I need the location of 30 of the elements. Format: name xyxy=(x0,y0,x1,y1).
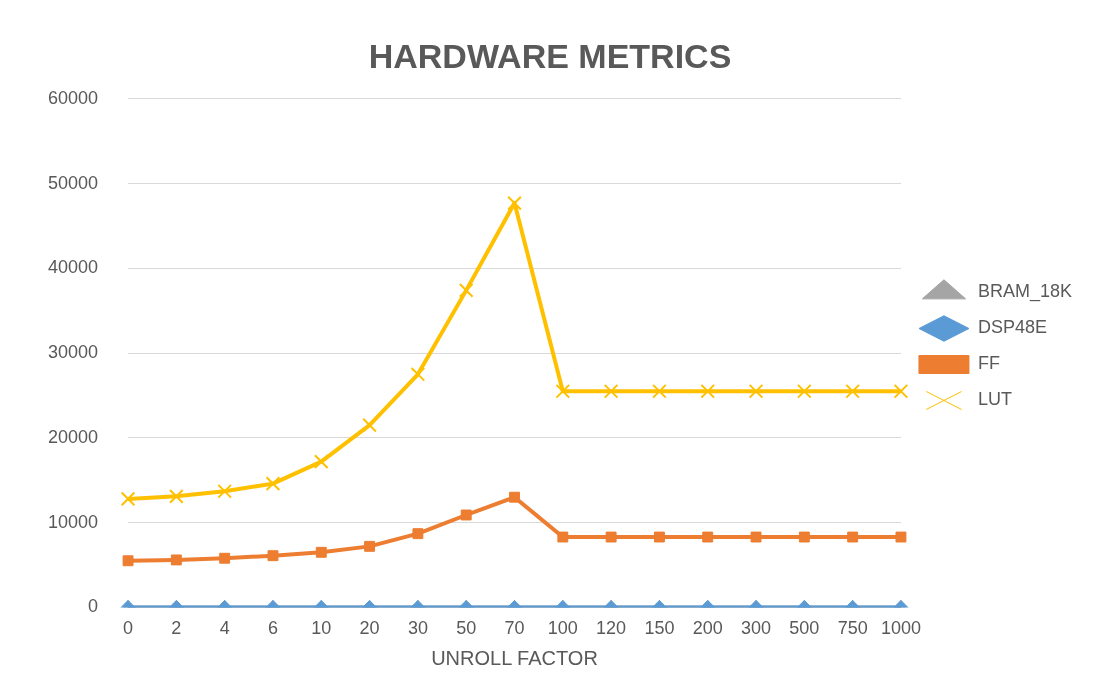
y-tick-label: 30000 xyxy=(47,342,99,363)
x-tick-label: 100 xyxy=(547,618,578,639)
x-tick-label: 20 xyxy=(359,618,380,639)
x-tick-label: 70 xyxy=(504,618,525,639)
x-tick-label: 6 xyxy=(267,618,278,639)
x-tick-label: 1000 xyxy=(880,618,921,639)
legend-label: FF xyxy=(977,353,1000,374)
x-tick-label: 300 xyxy=(741,618,772,639)
legend-label: LUT xyxy=(977,389,1012,410)
y-tick-label: 10000 xyxy=(47,511,99,532)
x-tick-label: 120 xyxy=(596,618,627,639)
legend-label: BRAM_18K xyxy=(977,281,1072,303)
x-tick-label: 30 xyxy=(407,618,428,639)
y-tick-label: 50000 xyxy=(47,172,99,193)
x-axis-title: UNROLL FACTOR xyxy=(431,646,598,669)
y-tick-label: 60000 xyxy=(47,87,99,108)
y-tick-label: 0 xyxy=(88,596,99,617)
x-tick-label: 0 xyxy=(123,618,134,639)
chart-title: HARDWARE METRICS xyxy=(368,36,732,75)
x-tick-label: 750 xyxy=(837,618,868,639)
x-tick-label: 4 xyxy=(219,618,230,639)
x-tick-label: 50 xyxy=(456,618,477,639)
x-tick-label: 2 xyxy=(171,618,182,639)
y-tick-label: 40000 xyxy=(47,257,99,278)
x-tick-label: 500 xyxy=(789,618,820,639)
x-tick-label: 150 xyxy=(644,618,675,639)
x-tick-label: 200 xyxy=(692,618,723,639)
legend-label: DSP48E xyxy=(977,317,1047,338)
y-tick-label: 20000 xyxy=(47,426,99,447)
x-tick-label: 10 xyxy=(311,618,332,639)
